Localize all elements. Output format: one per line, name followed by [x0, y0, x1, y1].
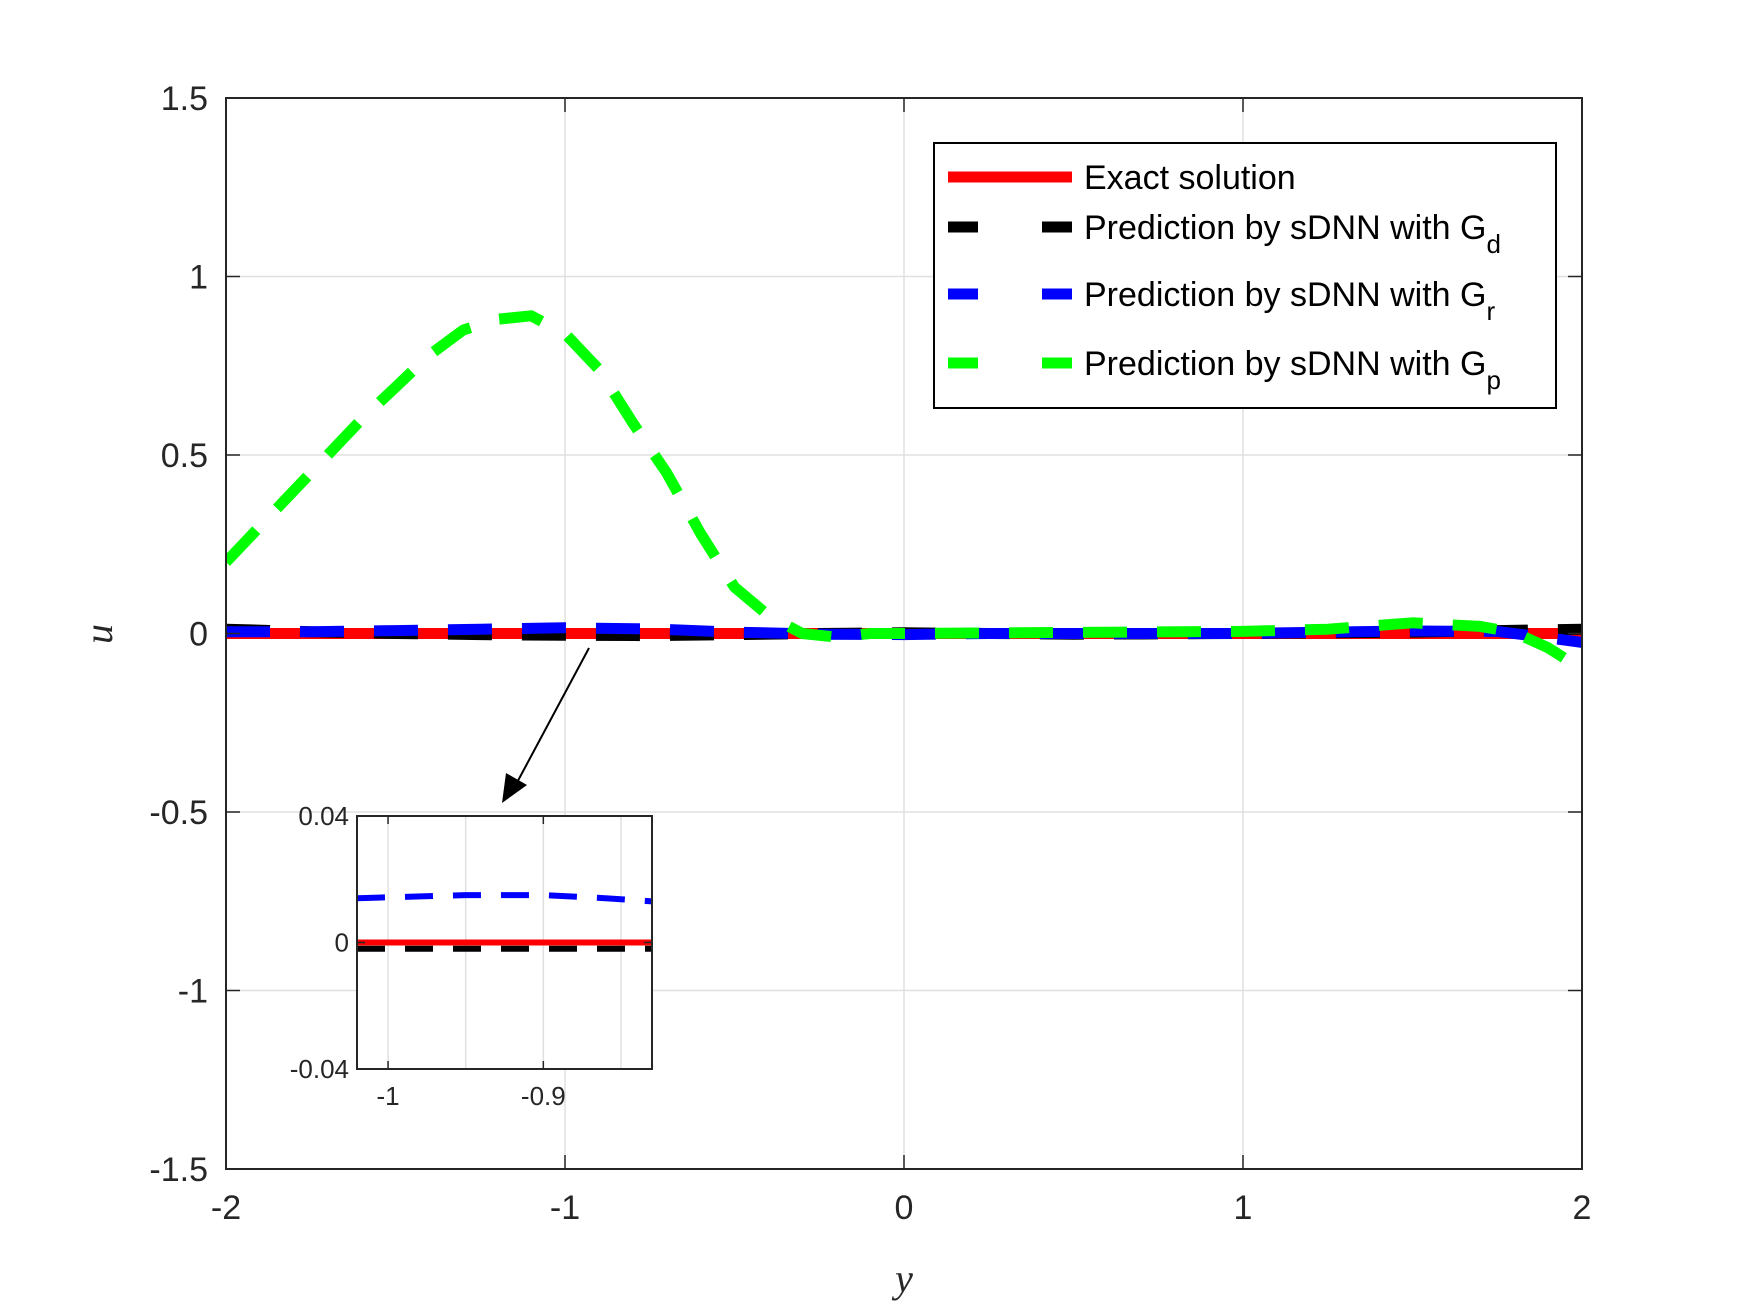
legend-box: [933, 142, 1557, 409]
legend: Exact solution Prediction by sDNN with Gd…: [933, 142, 1557, 409]
x-axis-title: y: [891, 1256, 913, 1301]
main-y-tick-label: -0.5: [149, 794, 208, 832]
main-x-tick-label: -2: [211, 1189, 241, 1227]
legend-label-exact: Exact solution: [1084, 159, 1296, 197]
inset-plot-area: -1 -0.9 -0.04 0 0.04: [290, 801, 653, 1111]
main-y-tick-label: 1: [189, 258, 208, 296]
main-series-group: [226, 310, 1582, 674]
legend-label-r: Prediction by sDNN with Gr: [1084, 276, 1495, 326]
main-x-tick-label: 2: [1573, 1189, 1592, 1227]
inset-x-tick-label: -0.9: [521, 1081, 566, 1111]
main-ticks: -2 -1 0 1 2 -1.5 -1 -0.5 0 0.5 1 1.5: [149, 80, 1591, 1227]
main-y-tick-label: 1.5: [161, 80, 208, 118]
inset-ticks: -1 -0.9 -0.04 0 0.04: [290, 801, 652, 1111]
legend-label-d: Prediction by sDNN with Gd: [1084, 209, 1501, 259]
inset-y-tick-label: -0.04: [290, 1054, 349, 1084]
inset-y-tick-label: 0.04: [298, 801, 349, 831]
main-x-tick-label: 1: [1234, 1189, 1253, 1227]
main-y-tick-label: 0.5: [161, 437, 208, 475]
inset-x-tick-label: -1: [376, 1081, 399, 1111]
inset-y-tick-label: 0: [335, 928, 349, 958]
main-x-tick-label: -1: [550, 1189, 580, 1227]
main-y-tick-label: -1.5: [149, 1151, 208, 1189]
main-y-tick-label: -1: [178, 972, 208, 1010]
legend-subscript: r: [1486, 296, 1495, 326]
main-series-pred-r: [226, 622, 1582, 648]
legend-subscript: p: [1486, 365, 1500, 395]
y-axis-title: u: [76, 624, 121, 644]
inset-series-pred-r: [357, 892, 652, 905]
zoom-arrow: [502, 647, 590, 803]
legend-subscript: d: [1486, 229, 1500, 259]
main-y-tick-label: 0: [189, 615, 208, 653]
legend-label-p: Prediction by sDNN with Gp: [1084, 345, 1501, 395]
main-series-pred-p: [226, 310, 1582, 674]
inset-series-group: [357, 892, 652, 952]
main-x-tick-label: 0: [895, 1189, 914, 1227]
